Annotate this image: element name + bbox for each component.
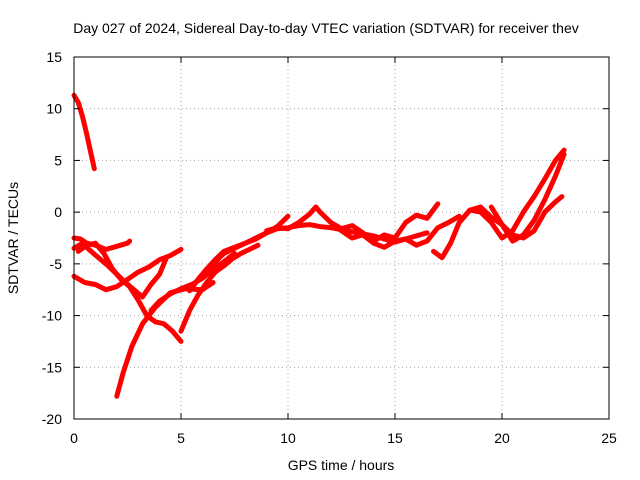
y-tick-label: -15 bbox=[42, 359, 62, 375]
series-arc-11 bbox=[264, 201, 441, 244]
grid bbox=[74, 57, 609, 419]
series-layer bbox=[71, 92, 567, 399]
series-arc-3 bbox=[71, 240, 169, 300]
x-tick-label: 15 bbox=[387, 430, 403, 446]
series-arc-12 bbox=[328, 213, 462, 250]
x-tick-label: 5 bbox=[177, 430, 185, 446]
chart-title: Day 027 of 2024, Sidereal Day-to-day VTE… bbox=[73, 20, 579, 36]
x-tick-label: 20 bbox=[494, 430, 510, 446]
x-axis-label: GPS time / hours bbox=[288, 457, 395, 473]
series-arc-15 bbox=[488, 151, 567, 244]
y-tick-label: -5 bbox=[50, 256, 63, 272]
y-axis-label: SDTVAR / TECUs bbox=[5, 182, 21, 294]
y-tick-label: 15 bbox=[46, 49, 62, 65]
y-tick-label: 10 bbox=[46, 101, 62, 117]
y-tick-label: -10 bbox=[42, 308, 62, 324]
x-tick-label: 25 bbox=[601, 430, 617, 446]
plot-frame bbox=[73, 56, 610, 420]
series-arc-4 bbox=[71, 246, 184, 293]
y-tick-label: 0 bbox=[54, 204, 62, 220]
series-arc-13 bbox=[431, 194, 565, 261]
series-arc-10 bbox=[210, 222, 430, 267]
series-arc-14 bbox=[456, 147, 567, 241]
series-arc-5 bbox=[75, 240, 184, 344]
series-arc-1 bbox=[71, 92, 97, 172]
y-tick-label: -20 bbox=[42, 411, 62, 427]
series-arc-8 bbox=[178, 242, 261, 334]
axes: 0 5 10 15 20 25 -20 -15 -10 -5 0 5 10 15 bbox=[42, 49, 617, 446]
y-tick-label: 5 bbox=[54, 152, 62, 168]
x-tick-label: 0 bbox=[70, 430, 78, 446]
x-tick-label: 10 bbox=[280, 430, 296, 446]
